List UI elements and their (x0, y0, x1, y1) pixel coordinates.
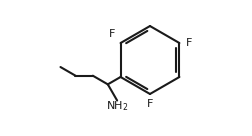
Text: F: F (185, 38, 192, 48)
Text: NH$_2$: NH$_2$ (106, 99, 129, 113)
Text: F: F (147, 99, 153, 109)
Text: F: F (109, 29, 115, 39)
